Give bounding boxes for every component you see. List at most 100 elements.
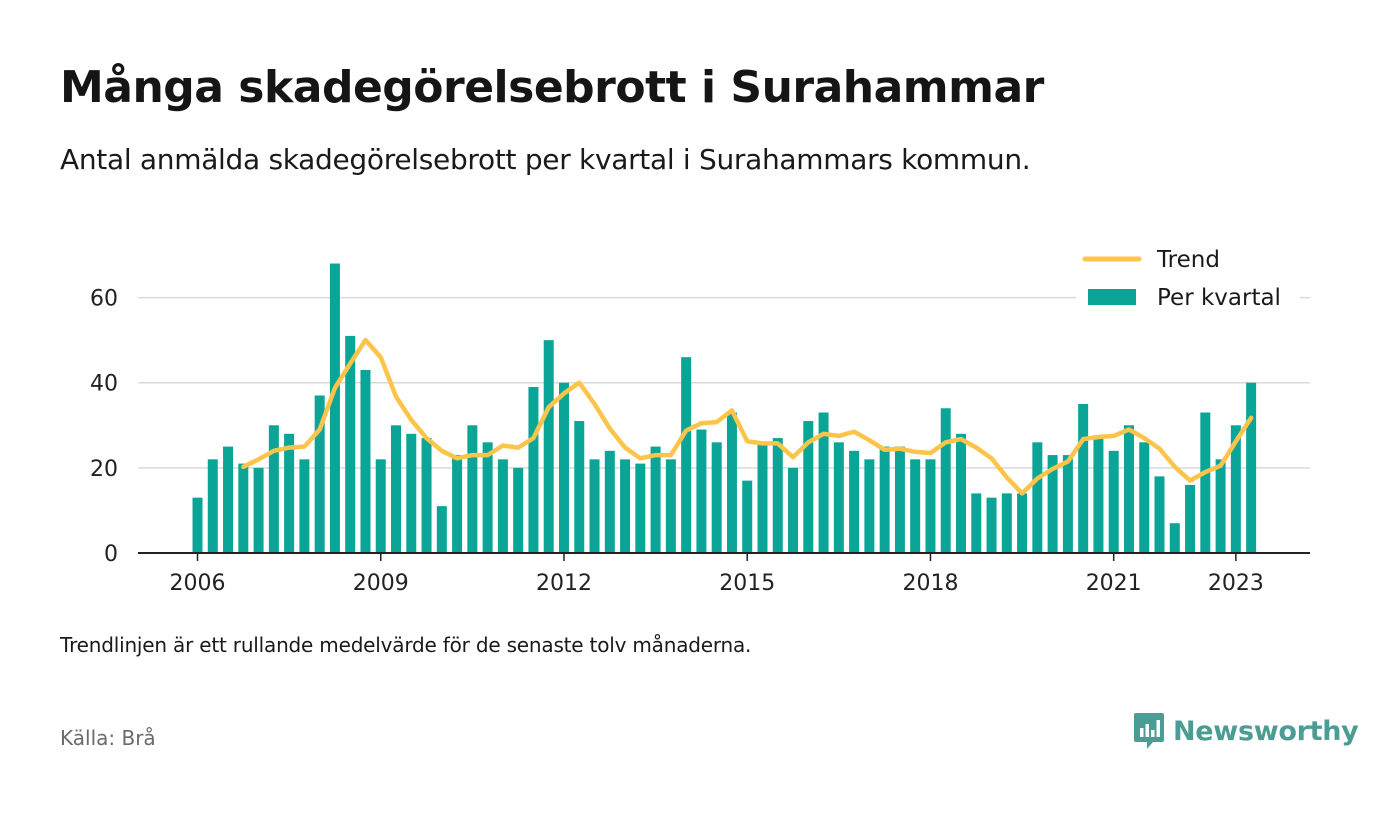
bar-67	[1215, 459, 1226, 553]
legend-background	[1076, 242, 1300, 318]
chart-subtitle: Antal anmälda skadegörelsebrott per kvar…	[60, 143, 1031, 176]
bar-4	[253, 467, 264, 553]
bar-43	[849, 450, 860, 553]
bar-58	[1078, 404, 1089, 553]
legend: Trend Per kvartal	[1076, 242, 1300, 318]
bar-15	[421, 438, 432, 553]
bar-39	[788, 467, 799, 553]
bar-41	[818, 412, 829, 553]
bar-59	[1093, 438, 1104, 553]
bar-22	[528, 386, 539, 553]
trend-line	[241, 337, 1254, 496]
bar-series	[192, 263, 1257, 553]
bar-65	[1185, 484, 1196, 553]
bar-61	[1123, 425, 1134, 553]
x-tick-label: 2009	[353, 571, 409, 596]
bar-11	[360, 369, 371, 553]
bar-19	[482, 442, 493, 553]
bar-28	[620, 459, 631, 553]
bar-29	[635, 463, 646, 553]
source-label: Källa: Brå	[60, 726, 156, 750]
legend-bar-label: Per kvartal	[1157, 285, 1281, 311]
bar-32	[681, 357, 692, 553]
bar-0	[192, 497, 203, 553]
bar-60	[1108, 450, 1119, 553]
bar-23	[543, 340, 554, 553]
x-tick-label: 2012	[536, 571, 592, 596]
bar-24	[558, 382, 569, 553]
bar-52	[986, 497, 997, 553]
bar-6	[284, 433, 295, 553]
bar-36	[742, 480, 753, 553]
bar-56	[1047, 455, 1058, 553]
trend-footnote: Trendlinjen är ett rullande medelvärde f…	[60, 633, 752, 657]
bar-55	[1032, 442, 1043, 553]
bar-21	[513, 467, 524, 553]
bar-50	[956, 433, 966, 553]
bar-17	[452, 455, 463, 553]
bar-35	[726, 412, 737, 553]
bar-2	[223, 446, 234, 553]
bar-53	[1001, 493, 1012, 553]
bar-47	[910, 459, 921, 553]
x-tick-label: 2023	[1208, 571, 1264, 596]
bar-7	[299, 459, 310, 553]
bar-3	[238, 463, 249, 553]
bar-40	[803, 421, 814, 553]
y-tick-label: 0	[104, 542, 118, 567]
brand-name: Newsworthy	[1173, 715, 1359, 747]
bar-62	[1139, 442, 1150, 553]
y-tick-label: 60	[90, 287, 118, 312]
bar-16	[436, 506, 447, 553]
trend-series	[241, 337, 1254, 496]
bar-66	[1200, 412, 1211, 553]
bar-34	[711, 442, 722, 553]
bar-63	[1154, 476, 1165, 553]
chart-title: Många skadegörelsebrott i Surahammar	[60, 62, 1044, 113]
x-tick-label: 2021	[1086, 571, 1142, 596]
bar-14	[406, 433, 417, 553]
bar-26	[589, 459, 600, 553]
y-tick-label: 40	[90, 372, 118, 397]
y-tick-label: 20	[90, 457, 118, 482]
brand-logo[interactable]: Newsworthy	[1133, 712, 1359, 750]
bar-25	[574, 421, 585, 553]
bar-51	[971, 493, 982, 553]
bar-27	[604, 450, 615, 553]
bar-30	[650, 446, 661, 553]
legend-bar-swatch	[1088, 289, 1136, 305]
y-axis-ticks: 0 20 40 60	[90, 287, 118, 567]
bar-33	[696, 429, 707, 553]
bar-44	[864, 459, 875, 553]
bar-31	[665, 459, 676, 553]
x-tick-label: 2015	[719, 571, 775, 596]
bar-13	[391, 425, 402, 553]
legend-trend-label: Trend	[1156, 247, 1220, 273]
x-axis-ticks: 2006 2009 2012 2015 2018 2021 2023	[170, 553, 1264, 596]
bar-8	[314, 395, 325, 553]
bar-1	[207, 459, 218, 553]
bar-42	[833, 442, 844, 553]
bar-12	[375, 459, 386, 553]
bar-18	[467, 425, 478, 553]
bar-48	[925, 459, 936, 553]
bar-69	[1246, 382, 1257, 553]
x-tick-label: 2006	[170, 571, 226, 596]
grid-lines	[138, 296, 1310, 469]
bar-9	[329, 263, 340, 553]
bar-10	[345, 335, 356, 553]
bar-49	[940, 408, 951, 553]
bar-57	[1062, 455, 1073, 553]
bar-46	[894, 446, 905, 553]
bar-5	[268, 425, 279, 553]
chart-canvas: 0 20 40 60 2006 2009 2012 2015 2018 2021 2023 Tre…	[90, 242, 1310, 596]
bar-45	[879, 446, 890, 553]
bar-68	[1230, 425, 1241, 553]
bar-38	[772, 438, 783, 553]
bar-64	[1169, 523, 1180, 553]
x-tick-label: 2018	[902, 571, 958, 596]
bar-54	[1017, 493, 1028, 553]
bar-37	[757, 442, 768, 553]
bar-20	[497, 459, 508, 553]
newsworthy-logo-icon	[1134, 713, 1164, 749]
